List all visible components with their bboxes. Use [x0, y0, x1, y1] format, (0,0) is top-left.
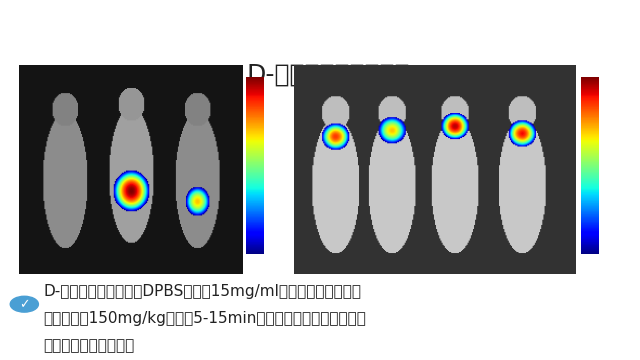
Text: D-荧光素钾盐活体成像: D-荧光素钾盐活体成像 — [246, 63, 410, 87]
Text: ✓: ✓ — [19, 298, 29, 311]
Circle shape — [10, 296, 38, 312]
Text: 中进行生物发光成像。: 中进行生物发光成像。 — [44, 338, 135, 354]
Text: 射的剂量为150mg/kg，注射5-15min内将小鼠置于活体成像系统: 射的剂量为150mg/kg，注射5-15min内将小鼠置于活体成像系统 — [44, 311, 366, 327]
Text: D-荧光素钾盐用无菌的DPBS配制成15mg/ml的溶液，小鼠腹腔注: D-荧光素钾盐用无菌的DPBS配制成15mg/ml的溶液，小鼠腹腔注 — [44, 284, 362, 300]
